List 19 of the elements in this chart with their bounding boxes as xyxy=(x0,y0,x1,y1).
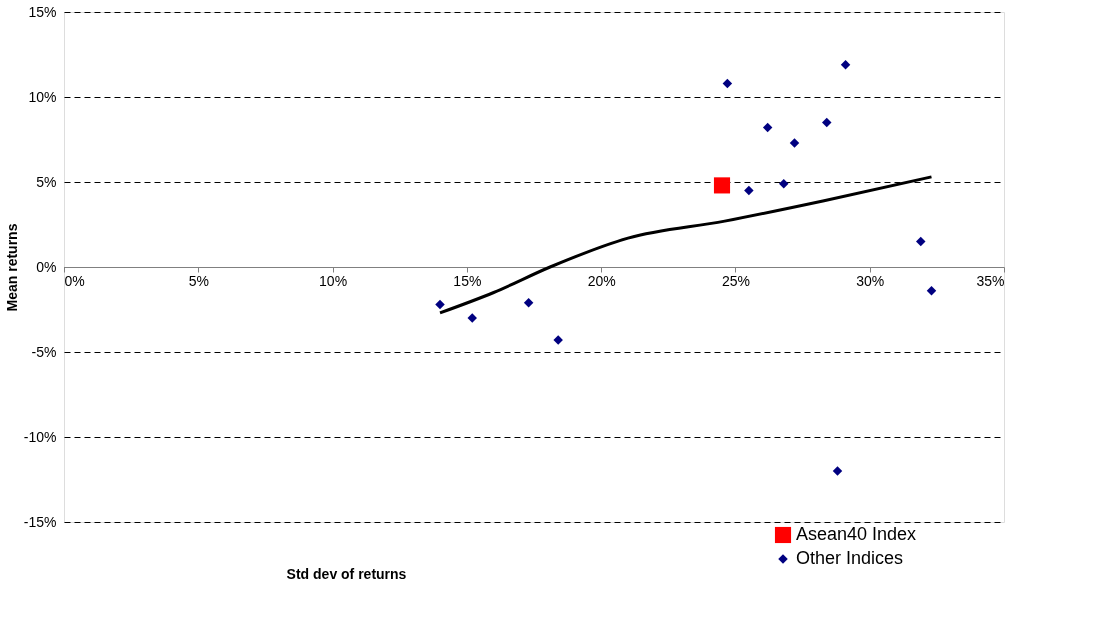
x-tick-label: 5% xyxy=(188,272,209,289)
y-tick-label: 0% xyxy=(36,258,57,275)
y-tick-label: -15% xyxy=(23,513,57,530)
x-axis-title: Std dev of returns xyxy=(286,565,407,582)
y-tick-label: 15% xyxy=(28,3,57,20)
x-tick-label: 0% xyxy=(64,272,85,289)
x-tick-label: 10% xyxy=(319,272,348,289)
y-tick-label: 10% xyxy=(28,88,57,105)
x-tick-label: 35% xyxy=(976,272,1005,289)
legend-label: Asean40 Index xyxy=(796,524,917,544)
y-axis-title: Mean returns xyxy=(3,223,20,312)
y-tick-label: -5% xyxy=(31,343,57,360)
y-tick-label: -10% xyxy=(23,428,57,445)
x-tick-label: 30% xyxy=(856,272,885,289)
y-tick-label: 5% xyxy=(36,173,57,190)
x-tick-label: 15% xyxy=(453,272,482,289)
legend-label: Other Indices xyxy=(796,548,904,568)
x-tick-label: 20% xyxy=(587,272,616,289)
x-tick-label: 25% xyxy=(721,272,750,289)
